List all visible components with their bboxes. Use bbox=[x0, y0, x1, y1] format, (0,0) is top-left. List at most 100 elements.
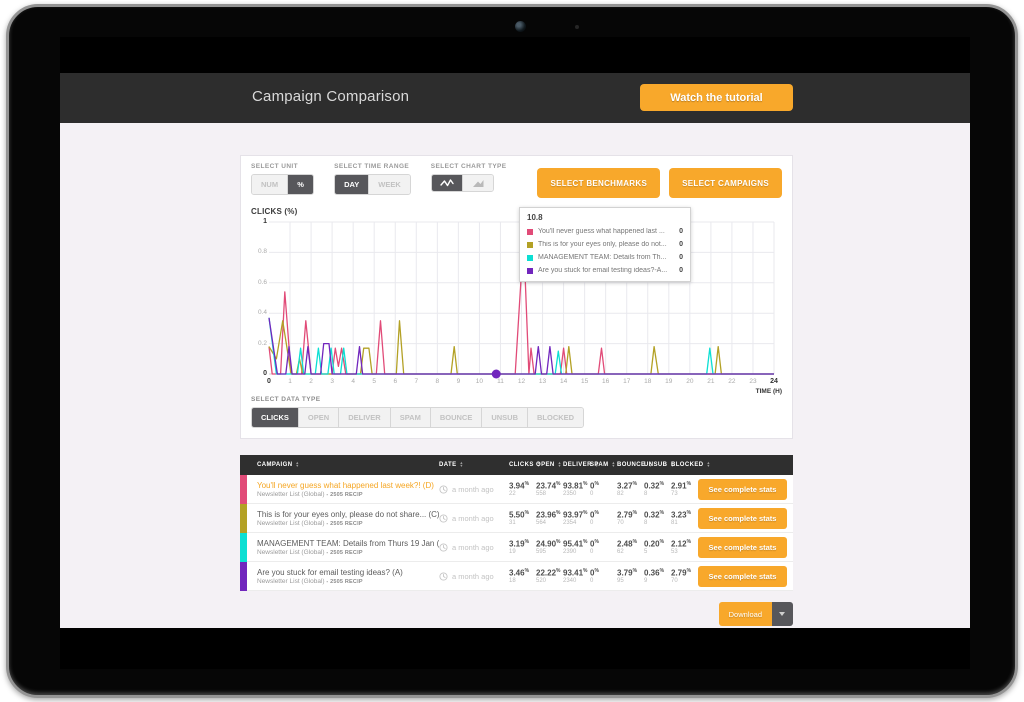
download-button[interactable]: Download bbox=[718, 602, 772, 626]
area-chart-icon[interactable] bbox=[461, 175, 493, 191]
chart-card: SELECT UNIT NUM % SELECT TIME RANGE DAY bbox=[240, 155, 793, 439]
data-type-unsub-button[interactable]: UNSUB bbox=[481, 408, 528, 427]
col-header-blocked[interactable]: BLOCKED ▲ ▼ bbox=[671, 461, 711, 468]
stat-open: 23.74% 558 bbox=[536, 481, 561, 497]
data-type-clicks-button[interactable]: CLICKS bbox=[252, 408, 298, 427]
tooltip-legend: You'll never guess what happened last ..… bbox=[527, 225, 683, 277]
stat-clicks: 5.50% 31 bbox=[509, 510, 530, 526]
table-row[interactable]: This is for your eyes only, please do no… bbox=[240, 503, 793, 533]
line-chart[interactable]: 0 0.2 0.4 0.6 0.8 1 0 1 2 3 4 5 6 7 8 9 10 11 12 13 14 15 16 1… bbox=[258, 207, 782, 395]
stat-deliver: 93.41% 2340 bbox=[563, 568, 588, 584]
y-tick-label: 0.6 bbox=[257, 278, 267, 286]
x-tick-label: 23 bbox=[749, 378, 757, 385]
x-tick-label: 0 bbox=[267, 378, 271, 385]
data-type-blocked-button[interactable]: BLOCKED bbox=[527, 408, 584, 427]
sort-caret-icon[interactable]: ▲ ▼ bbox=[594, 461, 599, 468]
tooltip-time-value: 10.8 bbox=[527, 213, 543, 222]
tooltip-legend-row: MANAGEMENT TEAM: Details from Th... 0 bbox=[527, 251, 683, 264]
chart-y-axis-title: CLICKS (%) bbox=[251, 207, 298, 216]
tooltip-legend-row: Are you stuck for email testing ideas?-A… bbox=[527, 264, 683, 277]
campaign-title: Are you stuck for email testing ideas? (… bbox=[257, 567, 403, 577]
y-tick-label: 0.4 bbox=[257, 309, 267, 317]
see-complete-stats-button[interactable]: See complete stats bbox=[698, 536, 787, 558]
action-cell: See complete stats bbox=[698, 507, 793, 529]
page-title: Campaign Comparison bbox=[252, 88, 410, 105]
col-header-unsub[interactable]: UNSUB ▲ ▼ bbox=[644, 461, 675, 468]
stat-blocked: 2.79% 70 bbox=[671, 568, 692, 584]
hover-point[interactable] bbox=[491, 369, 501, 379]
sort-caret-icon[interactable]: ▲ ▼ bbox=[459, 461, 464, 468]
data-type-deliver-button[interactable]: DELIVER bbox=[338, 408, 390, 427]
y-tick-label: 0 bbox=[263, 370, 267, 377]
campaign-title: MANAGEMENT TEAM: Details from Thurs 19 J… bbox=[257, 538, 439, 548]
select-campaigns-button[interactable]: SELECT CAMPAIGNS bbox=[669, 168, 782, 198]
legend-campaign-label: Are you stuck for email testing ideas?-A… bbox=[538, 267, 668, 274]
campaign-title: You'll never guess what happened last we… bbox=[257, 480, 434, 490]
app-header: Campaign Comparison Watch the tutorial bbox=[60, 73, 970, 123]
data-type-bounce-button[interactable]: BOUNCE bbox=[429, 408, 482, 427]
date-text: a month ago bbox=[452, 571, 494, 581]
col-header-deliver[interactable]: DELIVER ▲ ▼ bbox=[563, 461, 599, 468]
x-tick-label: 4 bbox=[351, 378, 355, 385]
legend-value: 0 bbox=[679, 228, 683, 235]
x-tick-label: 11 bbox=[497, 378, 504, 385]
legend-value: 0 bbox=[679, 267, 683, 274]
sort-caret-icon[interactable]: ▲ ▼ bbox=[611, 461, 616, 468]
col-header-date[interactable]: DATE ▲ ▼ bbox=[439, 461, 464, 468]
tablet-frame: Campaign Comparison Watch the tutorial S… bbox=[6, 4, 1018, 698]
stat-spam: 0% 0 bbox=[590, 568, 599, 584]
sort-caret-icon[interactable]: ▲ ▼ bbox=[536, 461, 541, 468]
legend-swatch-icon bbox=[527, 254, 533, 261]
campaign-color-bar bbox=[240, 532, 247, 562]
stat-bounce: 2.79% 70 bbox=[617, 510, 638, 526]
col-header-bounce[interactable]: BOUNCE ▲ ▼ bbox=[617, 461, 653, 468]
stat-clicks: 3.94% 22 bbox=[509, 481, 530, 497]
legend-campaign-label: MANAGEMENT TEAM: Details from Th... bbox=[538, 254, 667, 261]
clock-icon bbox=[439, 571, 448, 581]
x-tick-label: 19 bbox=[665, 378, 673, 385]
legend-swatch-icon bbox=[527, 267, 533, 274]
data-type-open-button[interactable]: OPEN bbox=[297, 408, 339, 427]
sort-caret-icon[interactable]: ▲ ▼ bbox=[706, 461, 711, 468]
sort-caret-icon[interactable]: ▲ ▼ bbox=[670, 461, 675, 468]
x-tick-label: 9 bbox=[456, 378, 461, 385]
x-tick-label: 3 bbox=[330, 378, 334, 385]
see-complete-stats-button[interactable]: See complete stats bbox=[698, 565, 787, 587]
campaign-cell: MANAGEMENT TEAM: Details from Thurs 19 J… bbox=[247, 539, 439, 556]
campaign-subtitle: Newsletter List (Global) - 2505 RECIP bbox=[257, 548, 363, 556]
see-complete-stats-button[interactable]: See complete stats bbox=[698, 507, 787, 529]
screen: Campaign Comparison Watch the tutorial S… bbox=[60, 37, 970, 669]
col-header-spam[interactable]: SPAM ▲ ▼ bbox=[590, 461, 616, 468]
see-complete-stats-button[interactable]: See complete stats bbox=[698, 478, 787, 500]
col-header-open[interactable]: OPEN ▲ ▼ bbox=[536, 461, 562, 468]
stat-deliver: 93.97% 2354 bbox=[563, 510, 588, 526]
time-range-week-button[interactable]: WEEK bbox=[368, 175, 410, 194]
table-row[interactable]: MANAGEMENT TEAM: Details from Thurs 19 J… bbox=[240, 532, 793, 562]
x-tick-label: 17 bbox=[623, 378, 631, 385]
series-line-3 bbox=[268, 317, 774, 375]
data-type-spam-button[interactable]: SPAM bbox=[389, 408, 430, 427]
unit-percent-button[interactable]: % bbox=[287, 175, 314, 194]
col-header-campaign[interactable]: CAMPAIGN ▲ ▼ bbox=[257, 461, 300, 468]
watch-tutorial-button[interactable]: Watch the tutorial bbox=[640, 84, 793, 111]
x-axis-title: TIME (H) bbox=[755, 388, 782, 395]
action-cell: See complete stats bbox=[698, 565, 793, 587]
unit-num-button[interactable]: NUM bbox=[252, 175, 288, 194]
time-range-day-button[interactable]: DAY bbox=[335, 175, 369, 194]
campaign-subtitle: Newsletter List (Global) - 2505 RECIP bbox=[257, 519, 363, 527]
sort-caret-icon[interactable]: ▲ ▼ bbox=[295, 461, 300, 468]
line-chart-icon[interactable] bbox=[431, 175, 462, 191]
table-row[interactable]: You'll never guess what happened last we… bbox=[240, 474, 793, 504]
download-row: Download bbox=[240, 602, 793, 626]
col-header-clicks[interactable]: CLICKS ▲ ▼ bbox=[509, 461, 541, 468]
stat-deliver: 93.81% 2350 bbox=[563, 481, 588, 497]
sort-caret-icon[interactable]: ▲ ▼ bbox=[648, 461, 653, 468]
chart-plot-svg[interactable] bbox=[268, 221, 775, 382]
sort-caret-icon[interactable]: ▲ ▼ bbox=[557, 461, 562, 468]
table-row[interactable]: Are you stuck for email testing ideas? (… bbox=[240, 561, 793, 591]
stat-open: 24.90% 595 bbox=[536, 539, 561, 555]
unit-toggle: NUM % bbox=[251, 174, 315, 195]
table-header: CAMPAIGN ▲ ▼ DATE ▲ ▼ CLICKS ▲ ▼ OPEN ▲ ▼ DELIVER ▲ ▼ S… bbox=[240, 455, 793, 475]
download-dropdown-caret-icon[interactable] bbox=[772, 602, 793, 626]
select-benchmarks-button[interactable]: SELECT BENCHMARKS bbox=[537, 168, 661, 198]
